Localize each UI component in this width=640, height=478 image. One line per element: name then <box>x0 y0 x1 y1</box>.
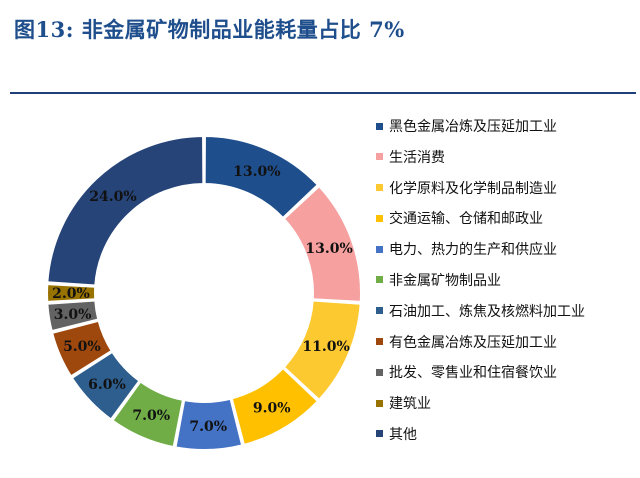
legend-swatch <box>376 307 383 315</box>
title-divider <box>10 92 636 94</box>
slice-data-label: 6.0% <box>88 377 126 393</box>
legend-label: 其他 <box>389 426 417 443</box>
donut-slice <box>46 283 97 303</box>
legend-swatch <box>376 153 383 161</box>
donut-slice <box>203 134 320 220</box>
slice-data-label: 2.0% <box>52 286 90 302</box>
legend-item: 有色金属冶炼及压延加工业 <box>376 328 626 359</box>
legend-label: 生活消费 <box>389 149 445 166</box>
legend-label: 化学原料及化学制品制造业 <box>389 180 557 197</box>
legend-swatch <box>376 276 383 284</box>
legend-item: 非金属矿物制品业 <box>376 266 626 297</box>
legend-item: 石油加工、炼焦及核燃料加工业 <box>376 297 626 328</box>
legend-item: 黑色金属冶炼及压延加工业 <box>376 112 626 143</box>
legend-swatch <box>376 245 383 253</box>
legend-item: 电力、热力的生产和供应业 <box>376 235 626 266</box>
legend-swatch <box>376 399 383 407</box>
legend-item: 交通运输、仓储和邮政业 <box>376 204 626 235</box>
donut-slice <box>230 366 320 447</box>
legend-label: 电力、热力的生产和供应业 <box>389 242 557 259</box>
legend-swatch <box>376 184 383 192</box>
donut-slice <box>282 299 362 402</box>
legend-swatch <box>376 430 383 438</box>
slice-data-label: 5.0% <box>63 339 101 355</box>
legend-swatch <box>376 338 383 346</box>
donut-slice <box>46 299 100 333</box>
legend-label: 批发、零售业和住宿餐饮业 <box>389 365 557 382</box>
legend-label: 有色金属冶炼及压延加工业 <box>389 334 557 351</box>
donut-slice <box>46 134 205 287</box>
donut-slice <box>70 350 141 421</box>
legend-label: 建筑业 <box>389 396 431 413</box>
legend-label: 交通运输、仓储和邮政业 <box>389 211 543 228</box>
slice-data-label: 7.0% <box>189 419 227 435</box>
legend-label: 黑色金属冶炼及压延加工业 <box>389 119 557 135</box>
legend-item: 化学原料及化学制品制造业 <box>376 174 626 205</box>
slice-data-label: 13.0% <box>305 241 352 257</box>
donut-slice <box>111 380 185 449</box>
slice-data-label: 24.0% <box>89 189 136 205</box>
slice-data-label: 11.0% <box>302 339 349 355</box>
slice-data-label: 7.0% <box>132 408 170 424</box>
chart-legend: 黑色金属冶炼及压延加工业 生活消费化学原料及化学制品制造业 交通运输、仓储和邮政业电… <box>376 112 626 451</box>
legend-label: 石油加工、炼焦及核燃料加工业 <box>389 303 585 320</box>
slice-data-label: 13.0% <box>233 164 280 180</box>
slice-data-label: 9.0% <box>253 401 291 417</box>
legend-swatch <box>376 368 383 376</box>
legend-item: 其他 <box>376 420 626 451</box>
legend-swatch <box>376 214 383 222</box>
donut-slice <box>174 397 244 451</box>
donut-slice <box>50 319 113 378</box>
slice-data-label: 3.0% <box>54 307 92 323</box>
chart-title: 图13: 非金属矿物制品业能耗量占比 7% <box>14 17 405 42</box>
legend-label: 非金属矿物制品业 <box>389 272 501 289</box>
donut-slice <box>282 184 362 303</box>
legend-item: 生活消费 <box>376 143 626 174</box>
legend-item: 建筑业 <box>376 389 626 420</box>
legend-swatch <box>376 122 383 130</box>
legend-item: 批发、零售业和住宿餐饮业 <box>376 358 626 389</box>
